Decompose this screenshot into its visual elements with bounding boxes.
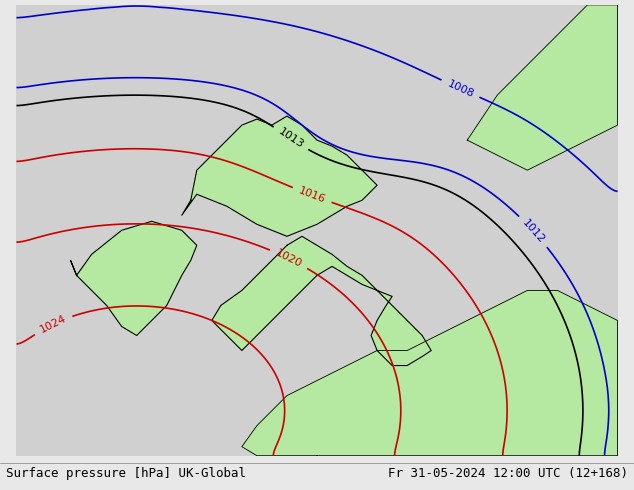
Text: 1024: 1024 bbox=[38, 314, 68, 335]
Text: Surface pressure [hPa] UK-Global: Surface pressure [hPa] UK-Global bbox=[6, 467, 247, 480]
Polygon shape bbox=[70, 221, 197, 336]
Polygon shape bbox=[212, 236, 431, 366]
Polygon shape bbox=[16, 5, 618, 456]
Polygon shape bbox=[242, 291, 618, 456]
Text: 1013: 1013 bbox=[276, 126, 305, 150]
Polygon shape bbox=[182, 116, 377, 236]
Text: 1020: 1020 bbox=[274, 248, 304, 270]
Text: 1016: 1016 bbox=[297, 185, 327, 205]
Text: 1012: 1012 bbox=[521, 218, 547, 245]
Text: 1008: 1008 bbox=[446, 78, 476, 99]
Polygon shape bbox=[467, 5, 618, 170]
Text: Fr 31-05-2024 12:00 UTC (12+168): Fr 31-05-2024 12:00 UTC (12+168) bbox=[387, 467, 628, 480]
